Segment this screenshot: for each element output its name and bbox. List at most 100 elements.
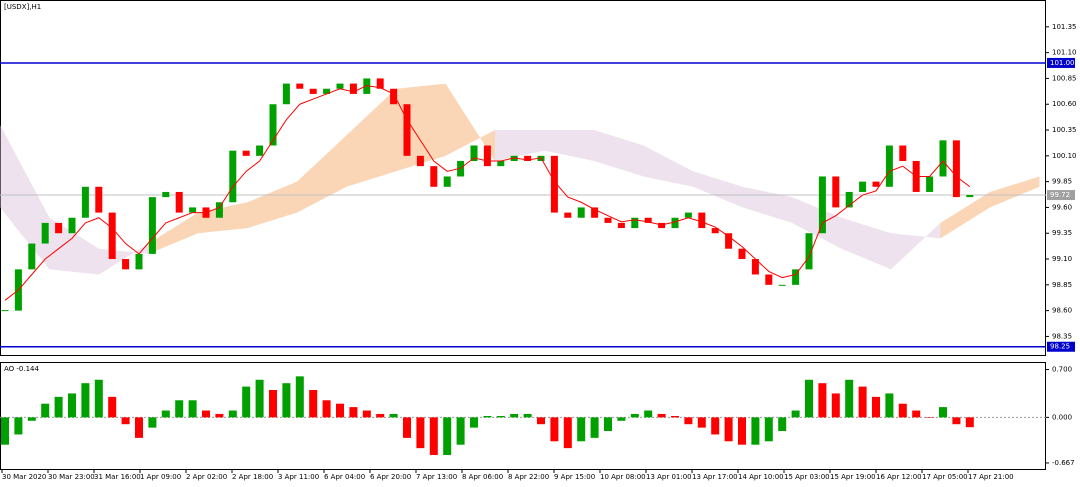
ao-bar: [94, 379, 103, 418]
ao-bar: [697, 417, 706, 428]
ao-bar: [215, 413, 224, 418]
ao-bar: [952, 417, 961, 425]
x-tick-label: 8 Apr 22:00: [508, 473, 549, 481]
candle: [175, 191, 183, 213]
candle: [162, 191, 170, 198]
ao-bar: [148, 417, 157, 428]
ao-bar: [791, 410, 800, 418]
x-tick-label: 31 Mar 16:00: [94, 473, 141, 481]
candle: [818, 176, 826, 234]
ao-bar: [872, 396, 880, 418]
ao-bar: [389, 413, 398, 418]
ao-bar: [617, 417, 626, 421]
ao-bar: [912, 410, 921, 418]
ao-bar: [684, 417, 693, 425]
y-tick-label: 0.700: [1052, 366, 1072, 374]
x-tick-label: 6 Apr 20:00: [370, 473, 411, 481]
x-tick-label: 3 Apr 11:00: [278, 473, 319, 481]
ao-bar: [818, 383, 827, 418]
candle: [483, 145, 491, 167]
ao-bar: [577, 417, 586, 442]
ao-bar: [376, 413, 385, 418]
ao-bar: [590, 417, 599, 438]
y-tick-label: 100.85: [1052, 74, 1077, 82]
candle: [269, 104, 277, 146]
ao-bar: [724, 417, 733, 442]
ao-bar: [470, 417, 478, 428]
x-tick-label: 15 Apr 03:00: [784, 473, 830, 481]
candle: [524, 155, 532, 161]
ao-bar: [751, 417, 760, 445]
ao-bar: [135, 417, 143, 438]
ao-bar: [282, 383, 291, 418]
ao-bar: [563, 417, 572, 449]
ao-bar: [362, 410, 371, 418]
candle: [309, 88, 317, 94]
ao-bar: [483, 416, 492, 418]
cloud: [297, 135, 347, 213]
ao-bar: [228, 410, 237, 418]
candle: [617, 222, 625, 229]
ao-bar: [255, 379, 264, 418]
ao-bar: [81, 383, 90, 418]
ao-bar: [831, 393, 840, 418]
x-tick-label: 13 Apr 01:00: [646, 473, 692, 481]
cloud: [148, 212, 198, 254]
candle: [845, 191, 853, 208]
candle: [805, 233, 813, 270]
candle: [376, 78, 384, 89]
ao-bar: [764, 417, 773, 442]
ao-bar: [671, 416, 679, 418]
candle: [510, 155, 518, 161]
ao-bar: [657, 413, 666, 418]
y-tick-label: 99.10: [1052, 255, 1072, 263]
candle: [711, 228, 719, 234]
candle: [68, 217, 76, 234]
candle: [229, 150, 237, 203]
level-label-box: [1047, 57, 1075, 68]
ao-bar: [295, 376, 304, 418]
ao-bar: [898, 403, 907, 418]
x-tick-label: 6 Apr 04:00: [324, 473, 365, 481]
cloud: [841, 217, 891, 270]
ao-bar: [161, 410, 170, 418]
ao-bar: [925, 417, 934, 418]
y-tick-label: 98.35: [1052, 332, 1072, 340]
candle: [403, 104, 411, 156]
level-label: 98.25: [1050, 343, 1070, 351]
candle: [81, 186, 89, 218]
cloud: [346, 88, 396, 187]
candle: [859, 181, 867, 192]
ao-bar: [443, 417, 452, 455]
candle: [765, 274, 773, 285]
x-tick-label: 14 Apr 10:00: [738, 473, 784, 481]
ao-bar: [805, 379, 813, 418]
x-tick-label: 8 Apr 06:00: [462, 473, 503, 481]
candle: [470, 145, 478, 161]
candle: [899, 145, 907, 161]
candle: [95, 186, 103, 213]
y-tick-label: 99.85: [1052, 178, 1072, 186]
candle: [550, 155, 558, 213]
candle: [658, 222, 666, 229]
y-tick-label: 0.000: [1052, 413, 1072, 421]
y-tick-label: 101.10: [1052, 49, 1077, 57]
candle: [751, 259, 759, 275]
cloud: [792, 197, 842, 249]
ao-bar: [858, 386, 867, 418]
ao-bar: [188, 400, 197, 418]
candle: [684, 212, 692, 218]
ao-bar: [121, 417, 130, 425]
ao-bar: [429, 417, 438, 455]
ao-bar: [711, 417, 720, 435]
candle: [671, 217, 679, 229]
ao-bar: [41, 403, 50, 418]
y-tick-label: 100.10: [1052, 152, 1077, 160]
ao-bar: [322, 400, 331, 418]
ao-bar: [604, 417, 612, 432]
cloud: [693, 171, 743, 208]
candle: [872, 181, 880, 187]
candle: [885, 145, 893, 187]
cloud: [0, 124, 50, 270]
candle: [430, 166, 438, 187]
